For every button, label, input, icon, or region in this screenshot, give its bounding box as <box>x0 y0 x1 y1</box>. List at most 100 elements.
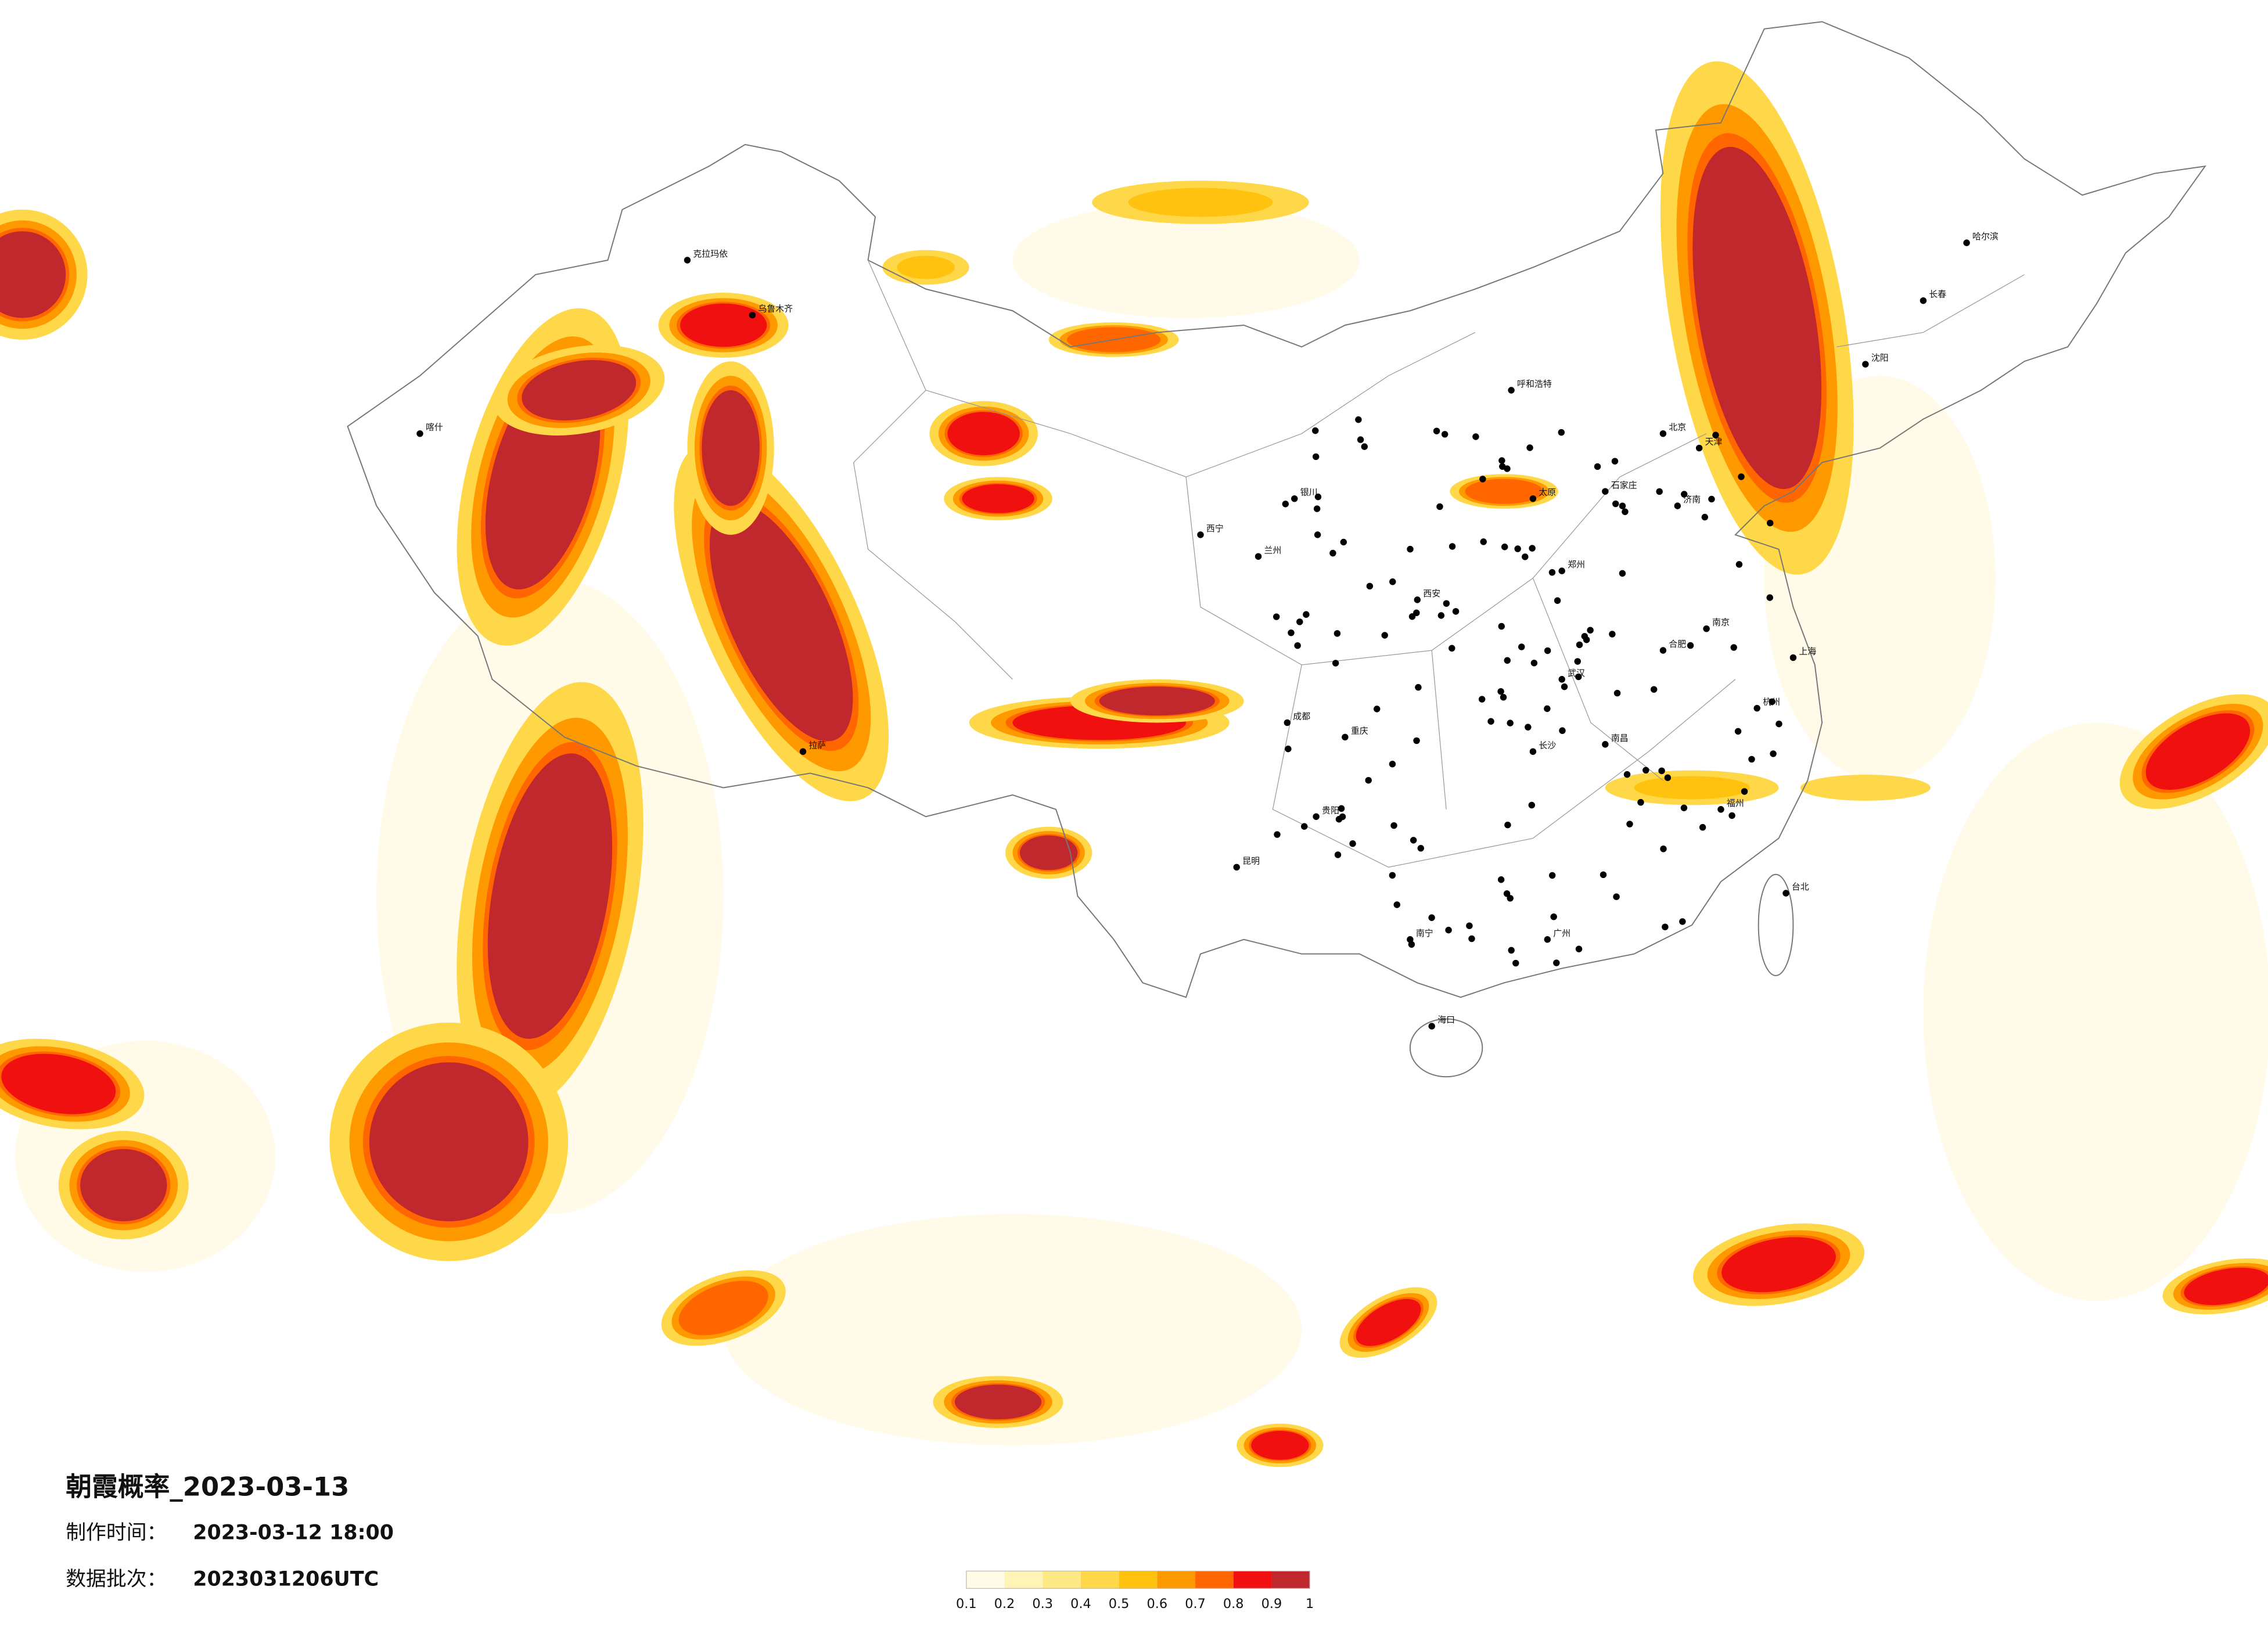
city-dot <box>1575 673 1582 681</box>
city-dot <box>1548 569 1556 576</box>
city-dot <box>1679 918 1686 925</box>
city-dot <box>1512 959 1519 967</box>
legend-tick-label: 0.6 <box>1147 1596 1168 1611</box>
city-dot <box>1497 688 1504 695</box>
city-dot <box>1508 947 1515 954</box>
city-label: 昆明 <box>1242 855 1260 866</box>
city-dot <box>1681 491 1688 498</box>
city-label: 合肥 <box>1669 639 1686 649</box>
city-dot <box>1728 812 1735 819</box>
prob-area <box>369 1062 529 1222</box>
city-dot <box>1389 872 1396 879</box>
info-label: 数据批次： <box>66 1567 167 1591</box>
info-label: 制作时间： <box>66 1521 167 1545</box>
city-dot <box>1680 804 1688 811</box>
low-prob-area <box>1923 722 2268 1301</box>
city-dot <box>1503 890 1511 897</box>
city-dot <box>1498 623 1505 630</box>
city-dot <box>1717 806 1724 813</box>
city-dot <box>1701 513 1709 521</box>
city-dot <box>684 257 691 264</box>
city-dot <box>1468 935 1475 942</box>
city-dot <box>1366 582 1374 590</box>
legend-swatch <box>1080 1571 1119 1589</box>
prob-area <box>522 360 637 420</box>
probability-field <box>0 61 2268 1467</box>
city-dot <box>1313 813 1320 820</box>
city-dot <box>1389 760 1396 768</box>
city-dot <box>1602 741 1609 748</box>
city-dot <box>1769 698 1775 706</box>
prob-area <box>1721 1237 1836 1293</box>
city-dot <box>1508 387 1515 394</box>
legend-tick-label: 0.4 <box>1070 1596 1091 1611</box>
city-label: 济南 <box>1683 494 1701 505</box>
city-dot <box>1558 676 1565 683</box>
legend-frame <box>966 1570 1310 1589</box>
legend-swatch <box>1157 1571 1196 1589</box>
city-dot <box>1452 608 1460 615</box>
city-dot <box>1613 893 1620 900</box>
legend-swatch <box>1271 1571 1310 1589</box>
city-dot <box>1300 823 1308 830</box>
city-dot <box>1445 926 1452 934</box>
city-dot <box>1501 544 1508 551</box>
city-dot <box>1518 643 1525 650</box>
city-dot <box>1623 771 1631 778</box>
map-title: 朝霞概率_2023-03-13 <box>66 1472 349 1502</box>
city-dot <box>1660 846 1667 852</box>
city-dot <box>1741 788 1748 795</box>
city-label: 长沙 <box>1539 740 1556 750</box>
city-dot <box>1674 502 1681 509</box>
city-dot <box>1407 545 1414 553</box>
city-label: 上海 <box>1799 646 1816 656</box>
city-dot <box>1619 570 1626 577</box>
city-label: 广州 <box>1553 928 1570 938</box>
city-dot <box>1548 872 1556 879</box>
city-label: 银川 <box>1300 487 1318 498</box>
city-dot <box>1479 476 1486 483</box>
prob-area <box>680 303 767 347</box>
city-label: 呼和浩特 <box>1517 379 1552 389</box>
city-dot <box>1703 625 1710 632</box>
city-dot <box>1428 1023 1435 1030</box>
city-dot <box>1339 813 1346 821</box>
city-dot <box>1410 837 1417 844</box>
city-dot <box>1553 959 1560 966</box>
city-dot <box>749 311 756 319</box>
city-dot <box>1658 767 1665 775</box>
city-dot <box>1374 706 1381 713</box>
city-dot <box>1294 642 1301 649</box>
china-outline <box>347 21 2206 998</box>
city-dot <box>1329 549 1336 557</box>
prob-area <box>1634 776 1750 800</box>
city-dot <box>1576 641 1583 649</box>
city-dot <box>1334 851 1342 858</box>
city-dot <box>1303 611 1310 618</box>
info-value: 2023-03-12 18:00 <box>193 1521 394 1545</box>
city-dot <box>1664 774 1672 781</box>
city-label: 南京 <box>1712 617 1730 628</box>
city-dot <box>1480 538 1487 545</box>
city-dot <box>1522 553 1529 560</box>
city-dot <box>1332 660 1339 667</box>
hainan-outline <box>1409 1018 1483 1078</box>
city-dot <box>1734 728 1742 735</box>
city-dot <box>1500 693 1507 701</box>
city-dot <box>1561 683 1568 690</box>
legend-swatch <box>1119 1571 1158 1589</box>
city-dot <box>1708 495 1715 503</box>
city-dot <box>1650 686 1658 693</box>
city-dot <box>1381 632 1388 639</box>
city-dot <box>1609 631 1616 638</box>
city-dot <box>1361 443 1368 450</box>
prob-area <box>1128 188 1273 217</box>
city-dot <box>1472 433 1479 440</box>
city-dot <box>1525 724 1532 731</box>
city-dot <box>1437 612 1445 619</box>
city-dot <box>1393 901 1400 908</box>
city-label: 天津 <box>1705 437 1723 447</box>
city-dot <box>1544 936 1551 943</box>
